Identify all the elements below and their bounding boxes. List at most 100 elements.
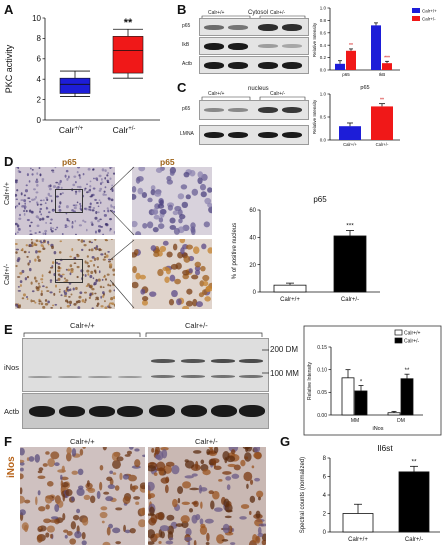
tissue-cell — [42, 305, 46, 309]
tissue-cell — [89, 284, 92, 289]
tissue-cell — [73, 206, 77, 210]
tissue-cell — [98, 189, 102, 192]
tissue-cell — [99, 218, 102, 221]
tissue-cell — [91, 287, 95, 291]
tissue-cell — [88, 240, 92, 243]
tissue-cell — [191, 473, 198, 477]
tissue-cell — [87, 167, 91, 171]
tissue-cell — [64, 291, 68, 296]
tissue-cell — [42, 285, 45, 288]
tissue-cell — [87, 265, 91, 268]
tissue-cell — [172, 498, 178, 508]
tissue-cell — [184, 475, 194, 479]
tissue-cell — [44, 299, 48, 302]
panel-a-box — [59, 77, 91, 94]
tissue-cell — [74, 220, 77, 223]
panel-e-bar — [387, 412, 401, 416]
tissue-cell — [30, 167, 32, 170]
tissue-cell — [82, 173, 85, 176]
panel-e-legend-label: Calr+/- — [404, 339, 419, 345]
tissue-cell — [164, 484, 169, 494]
tissue-cell — [50, 451, 60, 460]
tissue-cell — [49, 266, 54, 269]
tissue-cell — [109, 470, 114, 474]
tissue-cell — [69, 272, 72, 276]
tissue-cell — [15, 251, 18, 254]
tissue-cell — [18, 202, 21, 206]
tissue-cell — [55, 195, 59, 198]
tissue-cell — [35, 239, 39, 242]
tissue-cell — [49, 226, 53, 230]
tissue-cell — [43, 518, 51, 524]
tissue-cell — [160, 531, 165, 539]
tissue-cell — [81, 531, 86, 540]
tissue-cell — [213, 460, 217, 468]
tissue-cell — [40, 244, 44, 247]
tissue-cell — [104, 300, 106, 303]
tissue-cell — [244, 452, 252, 462]
tissue-cell — [102, 541, 111, 545]
tissue-cell — [36, 255, 40, 259]
panel-c-row-p65: p65 — [182, 106, 191, 112]
tissue-cell — [28, 456, 35, 462]
tissue-cell — [74, 181, 77, 184]
tissue-cell — [191, 188, 199, 196]
tissue-cell — [21, 297, 25, 300]
tissue-cell — [96, 490, 101, 500]
tissue-cell — [103, 209, 106, 213]
tissue-cell — [73, 303, 77, 306]
tissue-cell — [258, 523, 266, 527]
tissue-cell — [193, 500, 199, 508]
tissue-cell — [38, 302, 41, 305]
tissue-cell — [142, 295, 149, 302]
tissue-cell — [57, 262, 61, 265]
tissue-cell — [37, 490, 41, 496]
tissue-cell — [97, 229, 101, 232]
tissue-cell — [185, 194, 191, 200]
tissue-cell — [132, 193, 137, 200]
tissue-cell — [68, 219, 71, 223]
tissue-cell — [68, 300, 72, 304]
tissue-cell — [74, 530, 82, 539]
tissue-cell — [91, 209, 95, 212]
panel-d-y-tick-label: 60 — [249, 208, 256, 214]
tissue-cell — [65, 169, 69, 173]
tissue-cell — [132, 186, 137, 193]
tissue-cell — [60, 294, 63, 297]
tissue-cell — [216, 534, 225, 544]
tissue-cell — [42, 199, 45, 202]
tissue-cell — [73, 204, 75, 207]
tissue-cell — [49, 195, 53, 197]
panel-c-blot-p65 — [199, 100, 309, 120]
tissue-cell — [148, 513, 155, 517]
tissue-cell — [173, 227, 180, 235]
tissue-cell — [71, 222, 74, 225]
tissue-cell — [19, 284, 22, 287]
tissue-cell — [101, 168, 105, 172]
tissue-cell — [44, 229, 48, 233]
tissue-cell — [207, 202, 212, 208]
tissue-cell — [256, 490, 264, 498]
tissue-cell — [25, 209, 28, 213]
panel-d-bar — [333, 235, 367, 293]
tissue-cell — [202, 280, 209, 287]
tissue-cell — [51, 171, 55, 174]
tissue-cell — [36, 287, 40, 292]
tissue-cell — [157, 223, 165, 229]
tissue-cell — [197, 171, 204, 178]
tissue-cell — [180, 184, 188, 190]
tissue-cell — [76, 275, 79, 279]
tissue-cell — [153, 472, 158, 476]
tissue-cell — [62, 493, 66, 502]
tissue-cell — [99, 481, 103, 491]
tissue-cell — [165, 476, 170, 484]
tissue-cell — [148, 529, 156, 539]
tissue-cell — [27, 197, 31, 199]
tissue-cell — [192, 450, 202, 454]
tissue-cell — [24, 277, 28, 281]
tissue-cell — [29, 229, 32, 232]
tissue-cell — [112, 527, 121, 534]
tissue-cell — [181, 201, 189, 209]
tissue-cell — [83, 291, 88, 294]
tissue-cell — [169, 224, 177, 230]
